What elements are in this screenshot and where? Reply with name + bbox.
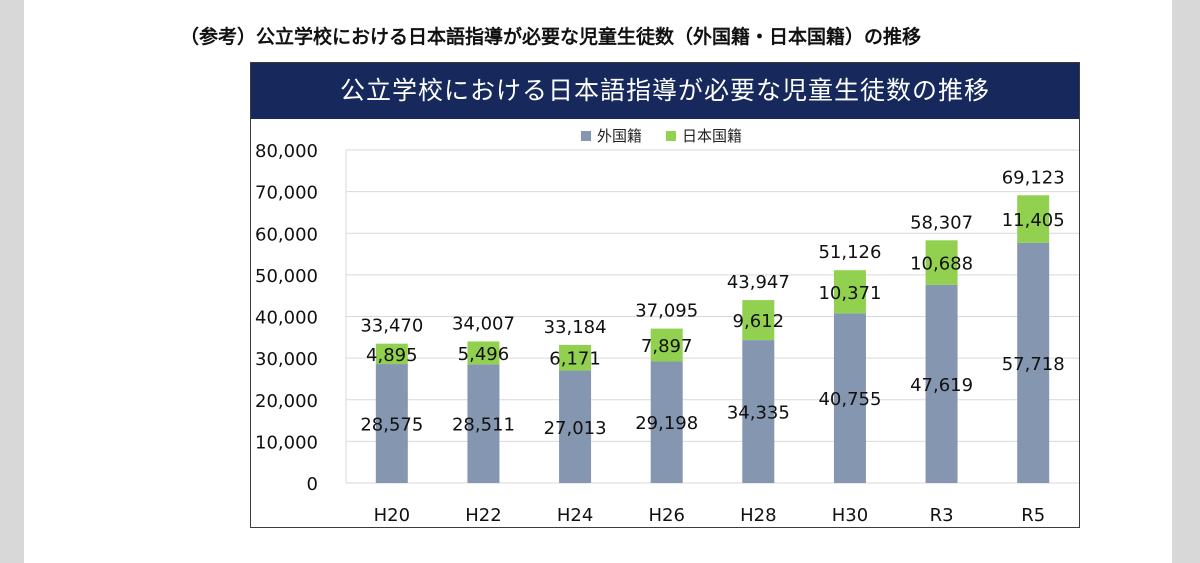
- bar-japanese: [742, 300, 775, 341]
- data-label-total: 34,007: [452, 313, 515, 334]
- x-tick-label: H20: [374, 505, 410, 526]
- bar-foreign: [833, 313, 866, 483]
- data-label-foreign: 40,755: [818, 389, 881, 410]
- data-label-japanese: 7,897: [641, 336, 693, 357]
- bar-foreign: [925, 284, 958, 483]
- data-label-foreign: 28,511: [452, 415, 515, 436]
- legend-label-japanese: 日本国籍: [682, 127, 743, 145]
- y-tick-label: 10,000: [255, 432, 318, 453]
- data-label-total: 69,123: [1002, 167, 1065, 188]
- x-tick-label: H22: [465, 505, 501, 526]
- data-label-total: 58,307: [910, 212, 973, 233]
- data-label-foreign: 47,619: [910, 375, 973, 396]
- bar-japanese: [833, 270, 866, 314]
- bar-japanese: [375, 343, 408, 365]
- data-label-total: 37,095: [635, 301, 698, 322]
- bar-japanese: [925, 240, 958, 285]
- data-label-total: 43,947: [727, 272, 790, 293]
- chart-container: 公立学校における日本語指導が必要な児童生徒数の推移 外国籍 日本国籍 0 10,0…: [250, 62, 1080, 528]
- legend-swatch-japanese: [666, 130, 677, 141]
- data-label-japanese: 9,612: [733, 311, 785, 332]
- y-tick-label: 30,000: [255, 349, 318, 370]
- x-tick-label: H30: [832, 505, 868, 526]
- bar-foreign: [650, 361, 683, 483]
- x-tick-label: H26: [648, 505, 684, 526]
- legend-item-japanese: 日本国籍: [666, 125, 742, 146]
- data-label-foreign: 34,335: [727, 403, 790, 424]
- legend-item-foreign: 外国籍: [581, 125, 642, 146]
- data-label-japanese: 6,171: [549, 349, 601, 370]
- y-tick-label: 80,000: [255, 141, 318, 162]
- data-label-foreign: 57,718: [1002, 354, 1065, 375]
- y-tick-label: 50,000: [255, 266, 318, 287]
- left-margin-bar: [0, 0, 24, 563]
- data-label-foreign: 29,198: [635, 413, 698, 434]
- x-tick-label: H28: [740, 505, 776, 526]
- data-label-foreign: 28,575: [360, 415, 423, 436]
- data-label-total: 33,470: [360, 316, 423, 337]
- y-tick-label: 70,000: [255, 183, 318, 204]
- bar-japanese: [467, 341, 500, 365]
- data-label-foreign: 27,013: [544, 418, 607, 439]
- data-label-japanese: 4,895: [366, 345, 418, 366]
- y-tick-label: 60,000: [255, 224, 318, 245]
- data-label-japanese: 10,371: [818, 283, 881, 304]
- x-tick-label: H24: [557, 505, 593, 526]
- legend-swatch-foreign: [581, 130, 591, 141]
- slide-title: （参考）公立学校における日本語指導が必要な児童生徒数（外国籍・日本国籍）の推移: [180, 26, 922, 48]
- bar-foreign: [742, 340, 775, 483]
- bar-foreign: [467, 364, 500, 483]
- legend-label-foreign: 外国籍: [597, 127, 643, 145]
- chart-plot: 0 10,000 20,000 30,000 40,000 50,000 60,000 70,…: [255, 141, 1079, 526]
- x-tick-label: R3: [930, 505, 954, 526]
- bar-japanese: [650, 328, 683, 362]
- data-label-total: 33,184: [544, 317, 607, 338]
- y-tick-label: 0: [307, 474, 318, 495]
- bar-japanese: [1017, 195, 1050, 243]
- chart-title: 公立学校における日本語指導が必要な児童生徒数の推移: [251, 63, 1079, 119]
- y-tick-label: 40,000: [255, 308, 318, 329]
- chart-legend: 外国籍 日本国籍: [581, 125, 742, 146]
- data-label-total: 51,126: [818, 242, 881, 263]
- data-label-japanese: 11,405: [1002, 210, 1065, 231]
- x-tick-label: R5: [1021, 505, 1045, 526]
- bar-foreign: [375, 364, 408, 483]
- y-tick-label: 20,000: [255, 391, 318, 412]
- bar-japanese: [559, 344, 592, 371]
- bar-foreign: [1017, 242, 1050, 483]
- data-label-japanese: 5,496: [458, 344, 510, 365]
- right-margin-bar: [1172, 0, 1200, 563]
- bar-foreign: [559, 370, 592, 483]
- data-label-japanese: 10,688: [910, 254, 973, 275]
